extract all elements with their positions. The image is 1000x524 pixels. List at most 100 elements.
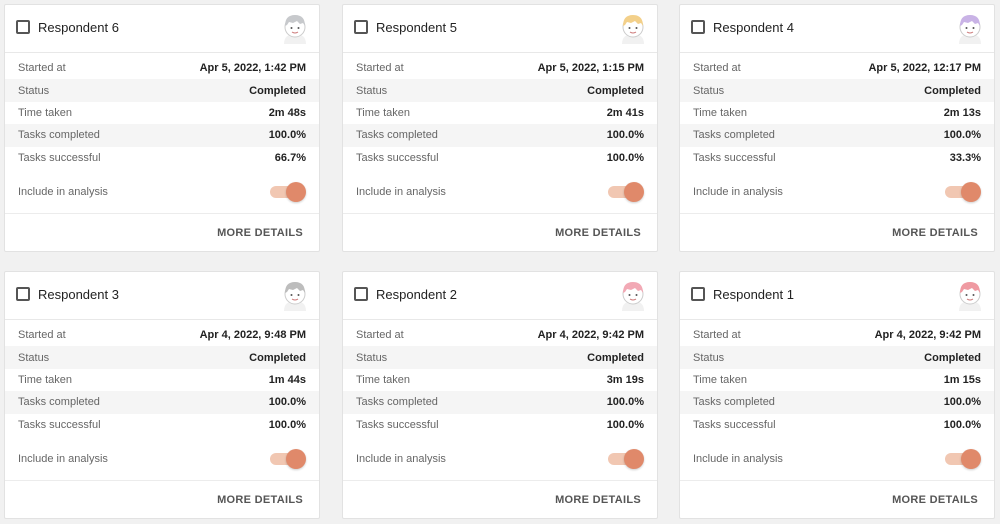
value: 2m 48s bbox=[268, 106, 306, 119]
card-footer: MORE DETAILS bbox=[343, 480, 657, 518]
value: Completed bbox=[924, 84, 981, 97]
card-footer: MORE DETAILS bbox=[343, 213, 657, 251]
card-header: Respondent 6 bbox=[5, 5, 319, 53]
more-details-button[interactable]: MORE DETAILS bbox=[555, 227, 641, 239]
value: Completed bbox=[587, 84, 644, 97]
card-details: Started at Apr 4, 2022, 9:42 PM Status Com… bbox=[680, 324, 994, 436]
label: Time taken bbox=[18, 106, 73, 119]
select-checkbox[interactable] bbox=[354, 287, 368, 301]
label: Time taken bbox=[693, 373, 748, 386]
select-checkbox[interactable] bbox=[16, 287, 30, 301]
label: Started at bbox=[18, 329, 66, 342]
label: Tasks successful bbox=[356, 418, 439, 431]
select-checkbox[interactable] bbox=[691, 287, 705, 301]
row-tasks-completed: Tasks completed 100.0% bbox=[343, 391, 657, 414]
label: Tasks completed bbox=[693, 396, 775, 409]
card-details: Started at Apr 5, 2022, 12:17 PM Status Co… bbox=[680, 57, 994, 169]
row-tasks-successful: Tasks successful 100.0% bbox=[343, 147, 657, 169]
include-toggle[interactable] bbox=[270, 449, 306, 469]
row-started-at: Started at Apr 4, 2022, 9:42 PM bbox=[680, 324, 994, 346]
value: Apr 5, 2022, 1:15 PM bbox=[537, 62, 644, 75]
respondent-avatar-icon bbox=[619, 279, 647, 311]
more-details-button[interactable]: MORE DETAILS bbox=[555, 494, 641, 506]
more-details-button[interactable]: MORE DETAILS bbox=[217, 227, 303, 239]
include-toggle[interactable] bbox=[608, 449, 644, 469]
value: 1m 15s bbox=[943, 373, 981, 386]
label: Started at bbox=[356, 329, 404, 342]
card-details: Started at Apr 5, 2022, 1:42 PM Status Com… bbox=[5, 57, 319, 169]
card-details: Started at Apr 5, 2022, 1:15 PM Status Com… bbox=[343, 57, 657, 169]
row-tasks-completed: Tasks completed 100.0% bbox=[343, 124, 657, 147]
toggle-knob bbox=[624, 182, 644, 202]
toggle-knob bbox=[961, 182, 981, 202]
row-tasks-successful: Tasks successful 100.0% bbox=[680, 414, 994, 436]
value: 100.0% bbox=[606, 129, 644, 142]
value: Completed bbox=[924, 351, 981, 364]
include-label: Include in analysis bbox=[18, 453, 108, 465]
value: 100.0% bbox=[943, 396, 981, 409]
card-footer: MORE DETAILS bbox=[680, 480, 994, 518]
value: 100.0% bbox=[268, 129, 306, 142]
value: Apr 5, 2022, 1:42 PM bbox=[199, 62, 306, 75]
respondent-avatar-icon bbox=[619, 12, 647, 44]
row-started-at: Started at Apr 5, 2022, 1:42 PM bbox=[5, 57, 319, 79]
value: 2m 13s bbox=[943, 106, 981, 119]
respondent-avatar-icon bbox=[956, 279, 984, 311]
more-details-button[interactable]: MORE DETAILS bbox=[892, 227, 978, 239]
label: Time taken bbox=[356, 373, 411, 386]
row-tasks-successful: Tasks successful 100.0% bbox=[343, 414, 657, 436]
value: Apr 4, 2022, 9:42 PM bbox=[874, 329, 981, 342]
row-tasks-completed: Tasks completed 100.0% bbox=[5, 124, 319, 147]
label: Started at bbox=[693, 329, 741, 342]
row-time-taken: Time taken 3m 19s bbox=[343, 369, 657, 391]
row-tasks-successful: Tasks successful 33.3% bbox=[680, 147, 994, 169]
respondent-name: Respondent 4 bbox=[713, 20, 794, 35]
value: Completed bbox=[587, 351, 644, 364]
row-time-taken: Time taken 1m 44s bbox=[5, 369, 319, 391]
value: 1m 44s bbox=[268, 373, 306, 386]
row-tasks-successful: Tasks successful 100.0% bbox=[5, 414, 319, 436]
include-label: Include in analysis bbox=[356, 453, 446, 465]
select-checkbox[interactable] bbox=[354, 20, 368, 34]
label: Status bbox=[356, 84, 388, 97]
select-checkbox[interactable] bbox=[16, 20, 30, 34]
row-status: Status Completed bbox=[343, 79, 657, 102]
card-header: Respondent 4 bbox=[680, 5, 994, 53]
label: Started at bbox=[356, 62, 404, 75]
card-footer: MORE DETAILS bbox=[5, 213, 319, 251]
label: Tasks successful bbox=[693, 418, 776, 431]
value: 66.7% bbox=[274, 151, 306, 164]
label: Tasks successful bbox=[693, 151, 776, 164]
include-toggle[interactable] bbox=[270, 182, 306, 202]
more-details-button[interactable]: MORE DETAILS bbox=[217, 494, 303, 506]
label: Time taken bbox=[693, 106, 748, 119]
respondent-card: Respondent 5 Started at Apr 5, 2022, 1:15… bbox=[342, 4, 658, 252]
select-checkbox[interactable] bbox=[691, 20, 705, 34]
include-toggle[interactable] bbox=[608, 182, 644, 202]
include-label: Include in analysis bbox=[356, 186, 446, 198]
value: 100.0% bbox=[606, 396, 644, 409]
respondent-avatar-icon bbox=[281, 279, 309, 311]
label: Tasks completed bbox=[693, 129, 775, 142]
row-started-at: Started at Apr 5, 2022, 1:15 PM bbox=[343, 57, 657, 79]
label: Tasks completed bbox=[356, 396, 438, 409]
respondent-name: Respondent 1 bbox=[713, 287, 794, 302]
respondent-avatar-icon bbox=[281, 12, 309, 44]
more-details-button[interactable]: MORE DETAILS bbox=[892, 494, 978, 506]
label: Time taken bbox=[356, 106, 411, 119]
toggle-knob bbox=[286, 449, 306, 469]
label: Status bbox=[356, 351, 388, 364]
include-toggle[interactable] bbox=[945, 182, 981, 202]
label: Tasks successful bbox=[18, 151, 101, 164]
include-toggle[interactable] bbox=[945, 449, 981, 469]
label: Tasks successful bbox=[356, 151, 439, 164]
value: Completed bbox=[249, 351, 306, 364]
include-in-analysis: Include in analysis bbox=[680, 181, 994, 203]
toggle-knob bbox=[286, 182, 306, 202]
include-in-analysis: Include in analysis bbox=[680, 448, 994, 470]
card-details: Started at Apr 4, 2022, 9:48 PM Status Com… bbox=[5, 324, 319, 436]
value: 100.0% bbox=[943, 129, 981, 142]
respondent-name: Respondent 3 bbox=[38, 287, 119, 302]
label: Tasks completed bbox=[18, 129, 100, 142]
toggle-knob bbox=[961, 449, 981, 469]
